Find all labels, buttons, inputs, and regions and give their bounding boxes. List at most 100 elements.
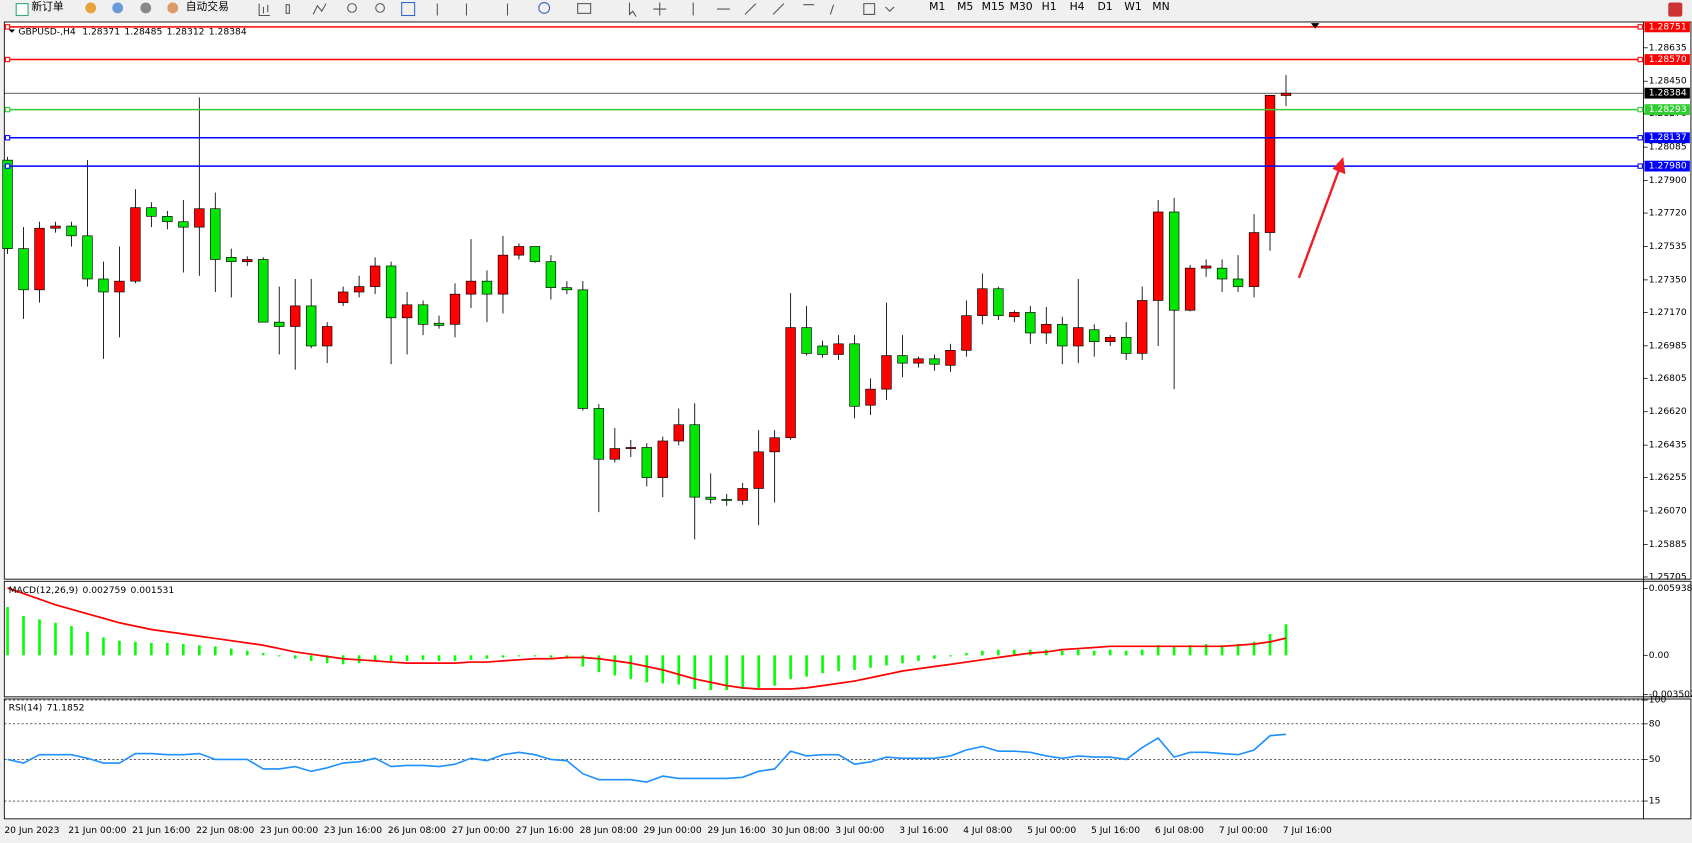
shift-marker[interactable] <box>1310 23 1320 29</box>
price-panel <box>3 21 1692 580</box>
timeframe-button[interactable]: W1 <box>1124 0 1142 13</box>
timeframe-button[interactable]: M1 <box>929 0 945 13</box>
icon[interactable] <box>258 3 270 17</box>
candle-body <box>1200 265 1212 269</box>
y-tick-label: 1.28635 <box>1649 42 1687 53</box>
candle-body <box>417 304 429 325</box>
macd-bar <box>885 655 888 666</box>
candle-body <box>689 424 700 498</box>
level-handle[interactable] <box>1637 106 1643 113</box>
macd-bar <box>517 655 521 657</box>
icon[interactable] <box>401 2 416 17</box>
macd-bar <box>741 655 744 689</box>
candle-body <box>2 159 13 249</box>
candle-body <box>929 358 940 365</box>
auto-trading-icon[interactable] <box>167 2 179 14</box>
macd-bar <box>757 655 760 688</box>
macd-bar <box>869 655 872 668</box>
icon[interactable] <box>140 2 152 14</box>
x-tick-label: 27 Jun 16:00 <box>516 825 574 836</box>
candle-body <box>433 322 445 326</box>
new-order-icon[interactable] <box>15 3 29 17</box>
candle-body <box>306 305 317 347</box>
y-tick-label: 1.25705 <box>1649 571 1687 582</box>
timeframe-button[interactable]: H1 <box>1042 0 1057 13</box>
icon[interactable] <box>577 3 592 14</box>
timeframe-button[interactable]: M15 <box>982 0 1005 13</box>
icon[interactable] <box>312 3 327 15</box>
level-handle[interactable] <box>4 106 11 113</box>
macd-bar <box>933 655 936 659</box>
macd-header: MACD(12,26,9) 0.002759 0.001531 <box>9 584 175 595</box>
icon[interactable] <box>375 3 385 13</box>
icon[interactable] <box>285 4 290 14</box>
candle-body <box>337 291 349 303</box>
macd-bar <box>629 655 633 679</box>
candle-body <box>194 208 205 228</box>
macd-bar <box>1204 644 1208 656</box>
timeframe-button[interactable]: M5 <box>957 0 973 13</box>
macd-bar <box>597 655 601 673</box>
macd-bar <box>949 655 952 657</box>
auto-trading-button[interactable]: 自动交易 <box>186 0 229 13</box>
candle-body <box>34 227 45 291</box>
candle-body <box>449 293 461 325</box>
candle-body <box>577 289 589 409</box>
candle-body <box>481 280 493 295</box>
level-handle[interactable] <box>4 24 11 30</box>
candle-body <box>274 321 285 327</box>
macd-bar <box>645 655 649 683</box>
macd-bar <box>102 637 105 656</box>
x-tick-label: 22 Jun 08:00 <box>196 825 254 836</box>
y-tick-label: 1.27535 <box>1649 241 1687 252</box>
icon[interactable] <box>347 3 357 13</box>
alert-icon[interactable] <box>1668 2 1683 17</box>
timeframe-button[interactable]: MN <box>1152 0 1169 13</box>
macd-bar <box>613 655 617 676</box>
timeframe-button[interactable]: M30 <box>1010 0 1033 13</box>
timeframe-button[interactable]: H4 <box>1070 0 1085 13</box>
candle-body <box>529 246 541 262</box>
candle-body <box>497 254 509 295</box>
candle-body <box>1121 336 1132 354</box>
candle-body <box>993 288 1004 316</box>
candle-body <box>1184 267 1196 311</box>
macd-bar <box>166 642 169 656</box>
y-tick-label: 100 <box>1649 695 1667 706</box>
low: 1.28312 <box>167 26 205 37</box>
icon[interactable] <box>538 2 551 14</box>
icon[interactable] <box>436 3 509 16</box>
macd-bar <box>277 655 281 657</box>
macd-bar <box>1236 644 1240 656</box>
icon[interactable] <box>628 2 895 17</box>
candle-body <box>210 208 221 260</box>
new-order-button[interactable]: 新订单 <box>31 0 64 13</box>
rsi-panel <box>3 698 1692 820</box>
close: 1.28384 <box>209 26 247 37</box>
icon[interactable] <box>112 2 124 14</box>
candle-body <box>1280 92 1292 96</box>
icon[interactable] <box>85 2 97 14</box>
macd-bar <box>693 655 697 689</box>
macd-bar <box>981 650 984 656</box>
level-handle[interactable] <box>1637 56 1643 63</box>
candle-body <box>114 280 125 293</box>
candle-body <box>961 315 972 351</box>
signal-line <box>7 587 1287 690</box>
candle-body <box>1089 329 1100 342</box>
macd-bar <box>1076 649 1080 656</box>
level-handle[interactable] <box>1637 135 1643 141</box>
y-tick-label: 1.26255 <box>1649 472 1687 483</box>
macd-bar <box>821 655 824 674</box>
level-handle[interactable] <box>4 135 11 141</box>
macd-bar <box>38 619 41 656</box>
level-handle[interactable] <box>4 56 11 63</box>
level-handle[interactable] <box>1637 24 1643 30</box>
candle-body <box>817 345 828 355</box>
timeframe-button[interactable]: D1 <box>1097 0 1112 13</box>
level-handle[interactable] <box>1637 163 1643 169</box>
menu-arrow[interactable] <box>8 29 16 33</box>
level-handle[interactable] <box>4 163 11 169</box>
candle-body <box>1136 300 1148 354</box>
